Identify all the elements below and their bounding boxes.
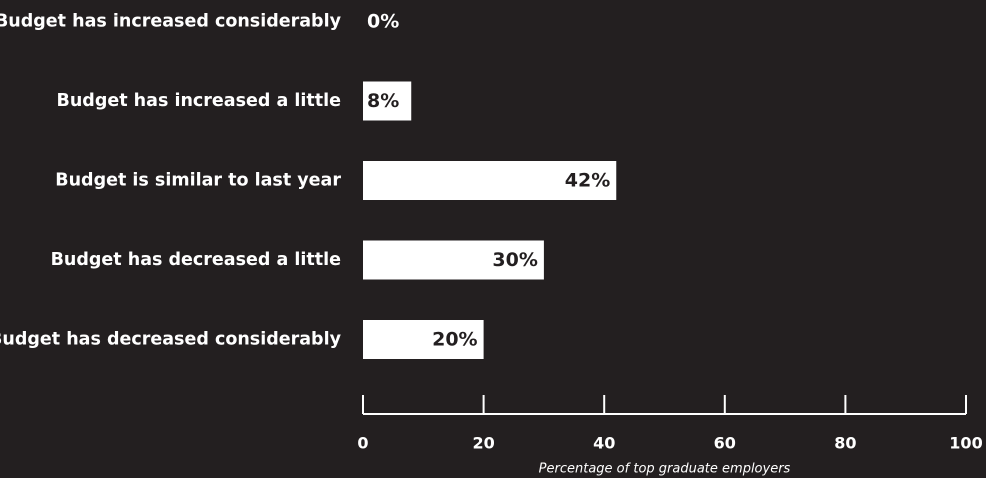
category-label: Budget has decreased considerably (0, 330, 342, 350)
bar-value-label: 30% (492, 249, 537, 271)
x-tick-label: 20 (472, 434, 494, 453)
x-tick-label: 80 (834, 434, 856, 453)
category-label: Budget has increased considerably (0, 12, 342, 32)
x-tick-label: 0 (357, 434, 368, 453)
bar (363, 320, 484, 359)
category-label: Budget is similar to last year (55, 171, 341, 191)
category-label: Budget has increased a little (57, 91, 342, 111)
bar (363, 81, 412, 121)
category-label: Budget has decreased a little (51, 250, 342, 270)
x-tick-label: 40 (593, 434, 615, 453)
x-axis: 0 20 40 60 80 100 (357, 395, 983, 453)
bar (363, 240, 544, 280)
x-tick-label: 60 (714, 434, 736, 453)
x-axis-title: Percentage of top graduate employers (539, 462, 791, 477)
bar (363, 161, 617, 200)
bar-value-label: 0% (367, 11, 399, 33)
bar-value-label: 8% (367, 90, 399, 112)
bar-value-label: 42% (565, 170, 610, 192)
x-tick-label: 100 (949, 434, 982, 453)
bars-layer: Budget has increased considerably 0% Budge… (0, 11, 617, 359)
bar-value-label: 20% (432, 329, 477, 351)
